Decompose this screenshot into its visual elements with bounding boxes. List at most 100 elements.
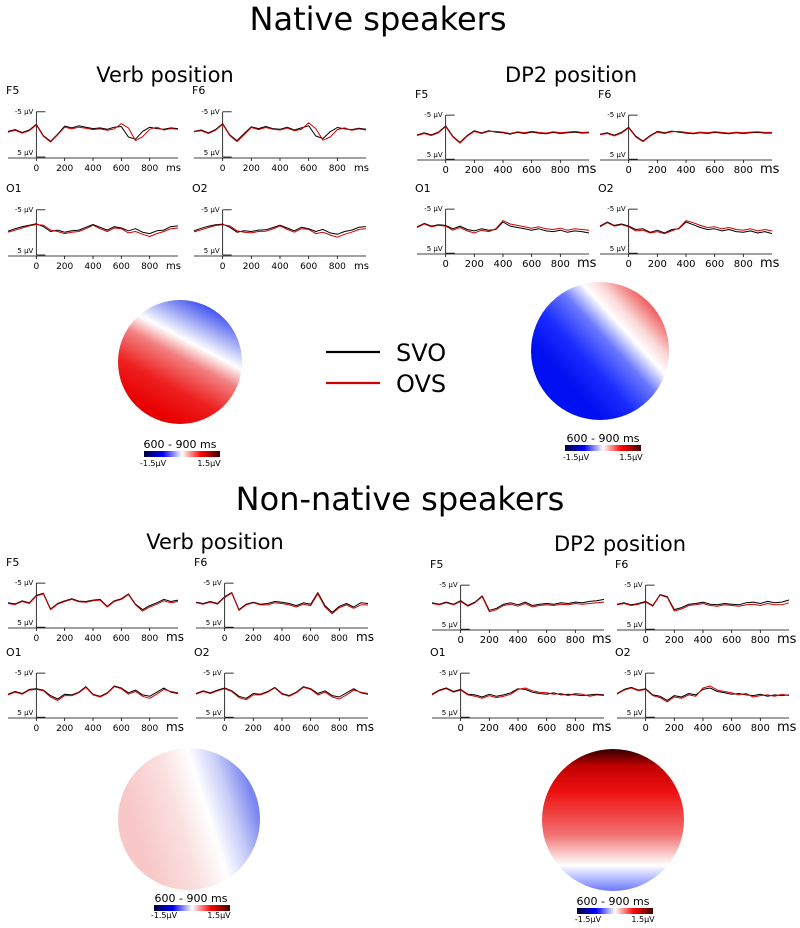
time-tick-label: 0 [222, 724, 228, 734]
waveform-svo [193, 223, 367, 235]
time-tick-label: 200 [243, 164, 260, 174]
scale-label-pos: 5 μV [206, 709, 222, 717]
waveform-svo [599, 221, 773, 235]
erp-plot-nonnative-dp2-f5: F5 -5 μV 5 μV 0 200 400 600 800 ms [430, 558, 612, 647]
panel-title-nonnative-verb: Verb position [146, 530, 283, 554]
time-tick-label: 200 [480, 635, 499, 646]
topomap-window-label: 600 - 900 ms [567, 432, 640, 445]
legend-svo-label: SVO [396, 339, 446, 367]
waveform-ovs [616, 594, 790, 612]
time-tick-label: 0 [642, 723, 648, 734]
time-unit-label: ms [166, 720, 184, 734]
electrode-label: O2 [194, 646, 210, 659]
erp-plot-native-dp2-o2: O2 -5 μV 5 μV 0 200 400 600 800 ms [598, 182, 780, 271]
scale-label-neg: -5 μV [424, 205, 443, 213]
scale-label-pos: 5 μV [204, 247, 220, 255]
waveform-svo [193, 123, 367, 142]
time-tick-label: 600 [113, 262, 130, 272]
waveform-ovs [7, 593, 179, 612]
time-tick-label: 200 [56, 724, 73, 734]
electrode-label: F5 [6, 84, 19, 97]
time-tick-label: 800 [141, 262, 158, 272]
waveform-ovs [7, 686, 179, 701]
time-unit-label: ms [166, 163, 181, 174]
waveform-ovs [193, 122, 367, 143]
waveform-svo [195, 686, 369, 699]
time-tick-label: 400 [508, 635, 527, 646]
time-tick-label: 200 [465, 165, 484, 176]
electrode-label: F5 [6, 556, 19, 569]
time-tick-label: 200 [480, 723, 499, 734]
scale-label-pos: 5 μV [442, 621, 458, 629]
time-unit-label: ms [777, 632, 797, 647]
time-tick-label: 200 [465, 259, 484, 270]
scale-label-neg: -5 μV [439, 581, 458, 589]
time-tick-label: 800 [331, 634, 348, 644]
scale-label-pos: 5 μV [427, 151, 443, 159]
time-tick-label: 200 [245, 724, 262, 734]
time-tick-label: 400 [84, 634, 101, 644]
waveform-ovs [416, 220, 590, 234]
waveform-svo [416, 221, 590, 234]
time-unit-label: ms [166, 630, 184, 644]
scale-label-neg: -5 μV [607, 111, 626, 119]
time-tick-label: 200 [56, 262, 73, 272]
time-tick-label: 400 [273, 724, 290, 734]
waveform-ovs [431, 596, 605, 613]
erp-plot-native-verb-o1: O1 -5 μV 5 μV0 200 400 600 800 ms [6, 182, 181, 272]
time-tick-label: 400 [693, 635, 712, 646]
time-unit-label: ms [354, 163, 369, 174]
scale-label-pos: 5 μV [610, 151, 626, 159]
waveform-ovs [7, 224, 179, 237]
scale-label-neg: -5 μV [201, 206, 220, 214]
scale-label-pos: 5 μV [627, 621, 643, 629]
time-unit-label: ms [777, 720, 797, 735]
time-tick-label: 800 [751, 723, 770, 734]
time-tick-label: 400 [273, 634, 290, 644]
time-tick-label: 400 [493, 165, 512, 176]
time-tick-label: 600 [113, 164, 130, 174]
topomap-window-label: 600 - 900 ms [144, 438, 217, 451]
time-unit-label: ms [577, 256, 597, 271]
electrode-label: O1 [6, 182, 22, 195]
topomap-head [531, 282, 669, 420]
time-tick-label: 400 [493, 259, 512, 270]
time-tick-label: 600 [705, 165, 724, 176]
erp-plot-native-verb-o2: O2 -5 μV 5 μV0 200 400 600 800 ms [192, 182, 369, 272]
time-tick-label: 600 [302, 634, 319, 644]
erp-plot-nonnative-dp2-f6: F6 -5 μV 5 μV 0 200 400 600 800 ms [615, 558, 797, 647]
time-tick-label: 800 [329, 262, 346, 272]
time-tick-label: 0 [222, 634, 228, 644]
scale-label-pos: 5 μV [17, 149, 33, 157]
scale-label-neg: -5 μV [624, 581, 643, 589]
time-tick-label: 600 [300, 262, 317, 272]
time-tick-label: 400 [676, 165, 695, 176]
waveform-svo [431, 687, 605, 698]
electrode-label: F6 [598, 88, 611, 101]
time-tick-label: 0 [442, 165, 448, 176]
legend-ovs-label: OVS [396, 370, 446, 398]
time-tick-label: 0 [625, 165, 631, 176]
time-unit-label: ms [356, 630, 374, 644]
time-tick-label: 400 [271, 164, 288, 174]
waveform-svo [7, 592, 179, 611]
waveform-ovs [7, 123, 179, 143]
time-unit-label: ms [354, 261, 369, 272]
waveform-svo [616, 686, 790, 701]
electrode-label: O1 [6, 646, 22, 659]
erp-plot-native-verb-f6: F6 -5 μV 5 μV0 200 400 600 800 ms [192, 84, 369, 174]
electrode-label: O2 [192, 182, 208, 195]
time-tick-label: 0 [33, 164, 39, 174]
electrode-label: O1 [415, 182, 431, 195]
time-tick-label: 400 [508, 723, 527, 734]
time-tick-label: 0 [457, 723, 463, 734]
electrode-label: F6 [194, 556, 207, 569]
time-tick-label: 200 [245, 634, 262, 644]
electrode-label: F5 [430, 558, 443, 571]
time-tick-label: 200 [665, 635, 684, 646]
scale-label-neg: -5 μV [15, 206, 34, 214]
time-tick-label: 200 [56, 164, 73, 174]
time-tick-label: 400 [676, 259, 695, 270]
time-tick-label: 0 [33, 634, 39, 644]
time-tick-label: 0 [457, 635, 463, 646]
